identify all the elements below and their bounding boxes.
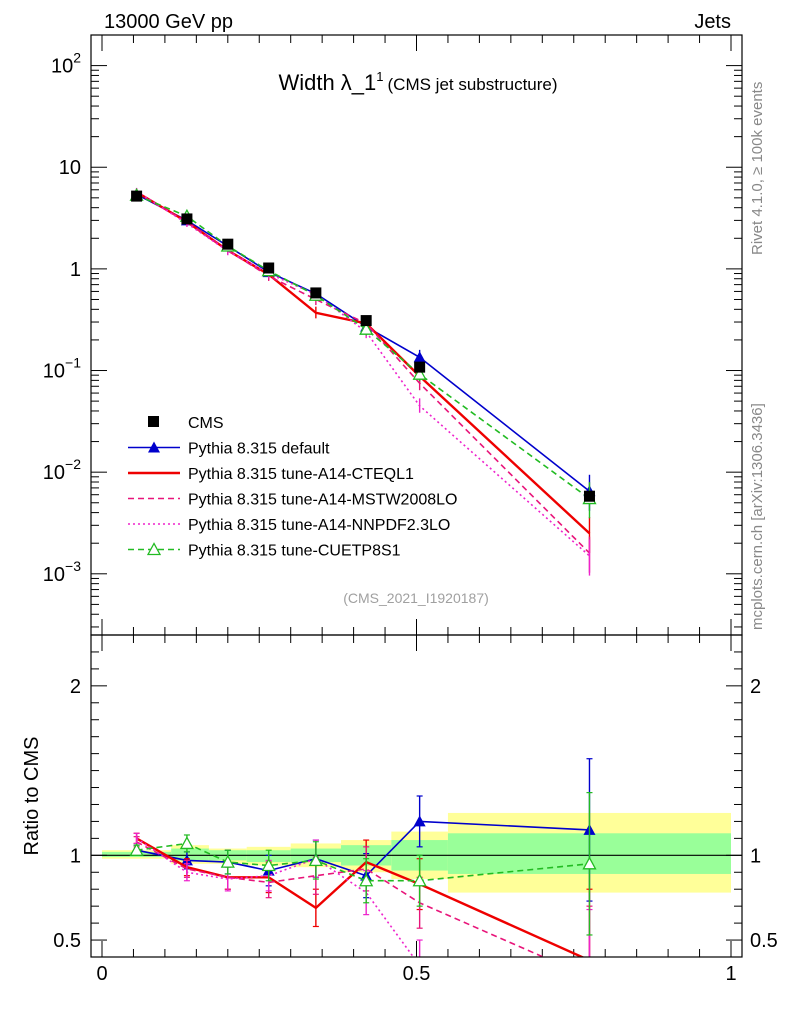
cms-data-point [263,262,275,274]
legend: CMS Pythia 8.315 default Pythia 8.315 tune… [128,415,457,560]
x-tick-label: 0.5 [403,963,431,985]
ratio-series [129,758,597,957]
legend-label: CMS [188,415,224,432]
ratio-line [136,841,546,957]
ratio-axes: 2 2 1 1 0.5 0.5 0 0.5 1 [53,635,778,985]
ratio-plot-panel: 2 2 1 1 0.5 0.5 0 0.5 1 Ratio to CMS [21,634,778,985]
ratio-marker-open-triangle [179,836,195,850]
legend-label: Pythia 8.315 default [188,441,330,458]
marker-triangle [413,351,426,363]
side-label-rivet: Rivet 4.1.0, ≥ 100k events [749,82,766,255]
ratio-y-tick-label-left: 2 [70,676,81,698]
ratio-marker-open-triangle [359,873,374,887]
analysis-watermark: (CMS_2021_I1920187) [343,590,489,606]
ratio-series-4 [129,792,597,936]
ratio-marker-triangle [413,815,426,827]
ratio-line [136,842,590,882]
main-series [129,187,597,576]
ratio-plot-frame [90,634,743,958]
band-green [171,848,209,861]
legend-label: Pythia 8.315 tune-A14-CTEQL1 [188,466,414,483]
legend-marker-open-triangle [146,542,162,556]
legend-marker-triangle [148,441,160,453]
legend-label: Pythia 8.315 tune-A14-NNPDF2.3LO [188,517,450,534]
y-tick-label: 10−3 [43,558,81,586]
x-tick-label: 0 [96,963,107,985]
legend-marker-cms [148,416,159,427]
series-line-4 [136,190,591,557]
ratio-y-tick-label-left: 0.5 [53,930,81,952]
ratio-y-tick-label-right: 2 [750,676,761,698]
header-right: Jets [694,11,731,33]
marker-open-triangle [359,321,374,335]
legend-label: Pythia 8.315 tune-A14-MSTW2008LO [188,492,457,509]
ratio-marker-open-triangle [129,842,144,856]
ratio-y-tick-label-left: 1 [70,845,81,867]
ratio-marker-open-triangle [412,873,427,887]
cms-data-point [583,490,595,502]
ratio-marker-open-triangle [220,854,235,868]
plot-title: Width λ_11 (CMS jet substructure) [278,69,557,95]
main-axes: 102 10 1 10−1 10−2 10−3 [43,34,742,635]
legend-label: Pythia 8.315 tune-CUETP8S1 [188,543,401,560]
cms-data-point [181,213,193,225]
series-line-1 [136,193,590,492]
main-plot-panel: Width λ_11 (CMS jet substructure) (CMS_20… [43,34,743,636]
cms-data-point [222,238,234,250]
x-tick-label: 1 [725,963,736,985]
y-tick-label: 1 [70,259,81,281]
marker-open-triangle [412,366,427,380]
cms-data-point [131,190,143,202]
ratio-line [136,820,590,877]
y-tick-label: 10 [59,157,81,179]
ratio-ylabel: Ratio to CMS [21,737,43,856]
series-line-5 [136,194,590,500]
y-tick-label: 10−1 [43,355,81,383]
ratio-marker-open-triangle [582,856,597,870]
ratio-marker-open-triangle [308,853,323,867]
y-tick-label: 10−2 [43,456,81,484]
ratio-y-tick-label-right: 1 [750,845,761,867]
cms-data-point [414,361,426,373]
cms-data-point [360,315,372,327]
ratio-marker-open-triangle [261,858,276,872]
ratio-y-tick-label-right: 0.5 [750,930,778,952]
side-label-mcplots: mcplots.cern.ch [arXiv:1306.3436] [749,403,766,630]
y-tick-label: 102 [51,50,81,78]
series-line-3 [136,192,591,554]
cms-data-point [310,287,322,299]
header-left: 13000 GeV pp [104,11,233,33]
